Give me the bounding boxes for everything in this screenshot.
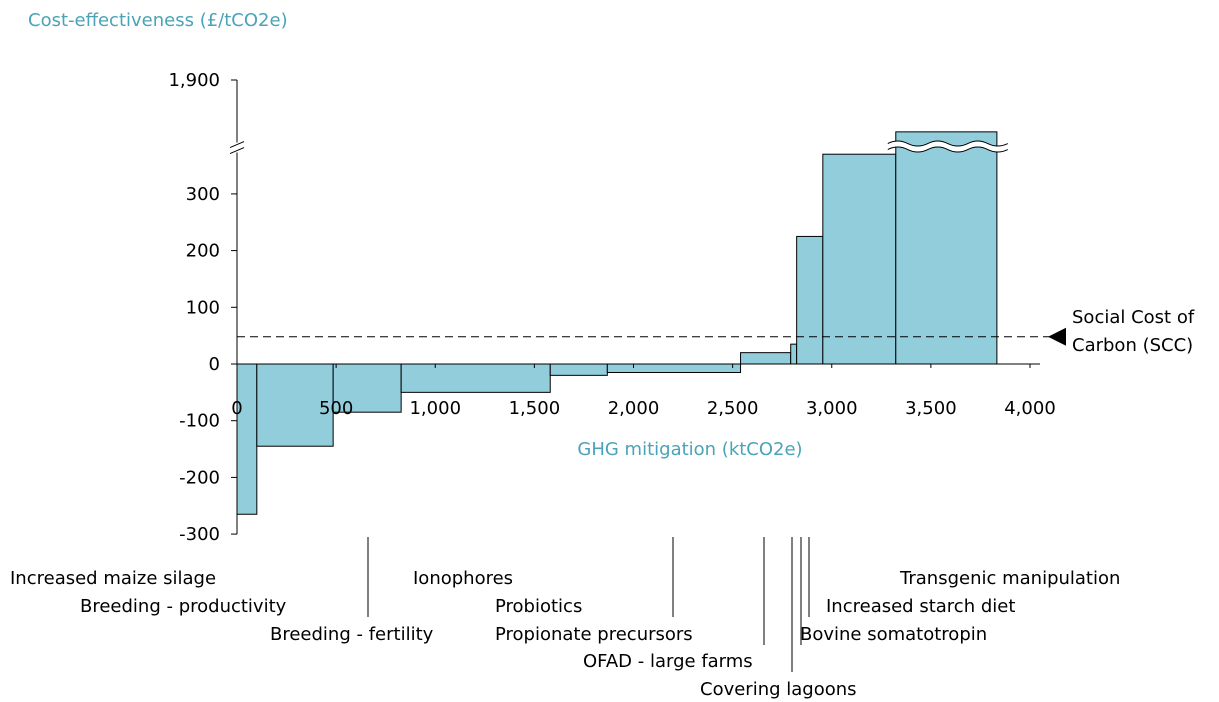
category-label: Increased maize silage	[10, 568, 216, 589]
axis-break	[229, 147, 245, 154]
axis-break	[229, 141, 245, 148]
bar	[606, 363, 742, 374]
bar	[895, 131, 998, 365]
axis-break-wave	[886, 141, 1009, 152]
y-tick-label: -200	[179, 467, 220, 488]
axis-break-wave	[887, 146, 1009, 153]
x-tick-label: 0	[231, 398, 242, 419]
y-tick-label: 1,900	[168, 70, 220, 91]
y-tick-label: -300	[179, 524, 220, 545]
y-tick-label: -100	[179, 411, 220, 432]
category-label: Propionate precursors	[495, 624, 693, 645]
reference-label: Social Cost of	[1072, 307, 1195, 328]
bar	[236, 363, 258, 515]
category-label: Ionophores	[413, 568, 513, 589]
bar	[740, 352, 792, 365]
category-label: Bovine somatotropin	[800, 624, 987, 645]
x-tick-label: 4,000	[1004, 398, 1056, 419]
x-tick-label: 1,000	[409, 398, 461, 419]
reference-marker	[1048, 327, 1066, 346]
axis-break-wave	[887, 140, 1009, 147]
category-label: Breeding - fertility	[270, 624, 434, 645]
bar	[400, 363, 551, 393]
x-tick-label: 2,500	[707, 398, 759, 419]
category-label: Increased starch diet	[826, 596, 1015, 617]
bars	[236, 131, 998, 515]
y-tick-label: 0	[209, 354, 220, 375]
bar	[549, 363, 608, 376]
x-tick-label: 500	[319, 398, 353, 419]
x-tick-label: 1,500	[509, 398, 561, 419]
reference-label: Carbon (SCC)	[1072, 335, 1193, 356]
x-tick-label: 3,500	[905, 398, 957, 419]
x-tick-label: 3,000	[806, 398, 858, 419]
category-label: Covering lagoons	[700, 679, 857, 700]
bar	[790, 343, 798, 365]
category-label: Transgenic manipulation	[899, 568, 1120, 589]
x-tick-label: 2,000	[608, 398, 660, 419]
chart-title: Cost-effectiveness (£/tCO2e)	[28, 10, 288, 31]
category-label: Breeding - productivity	[80, 596, 287, 617]
label-leaders	[367, 537, 810, 672]
y-tick-label: 300	[186, 184, 220, 205]
y-tick-label: 100	[186, 297, 220, 318]
bar	[822, 153, 897, 365]
bar	[332, 363, 402, 413]
category-label: Probiotics	[495, 596, 582, 617]
category-label: OFAD - large farms	[583, 651, 753, 672]
bar	[796, 235, 824, 365]
y-tick-label: 200	[186, 241, 220, 262]
x-axis-title: GHG mitigation (ktCO2e)	[577, 439, 802, 460]
